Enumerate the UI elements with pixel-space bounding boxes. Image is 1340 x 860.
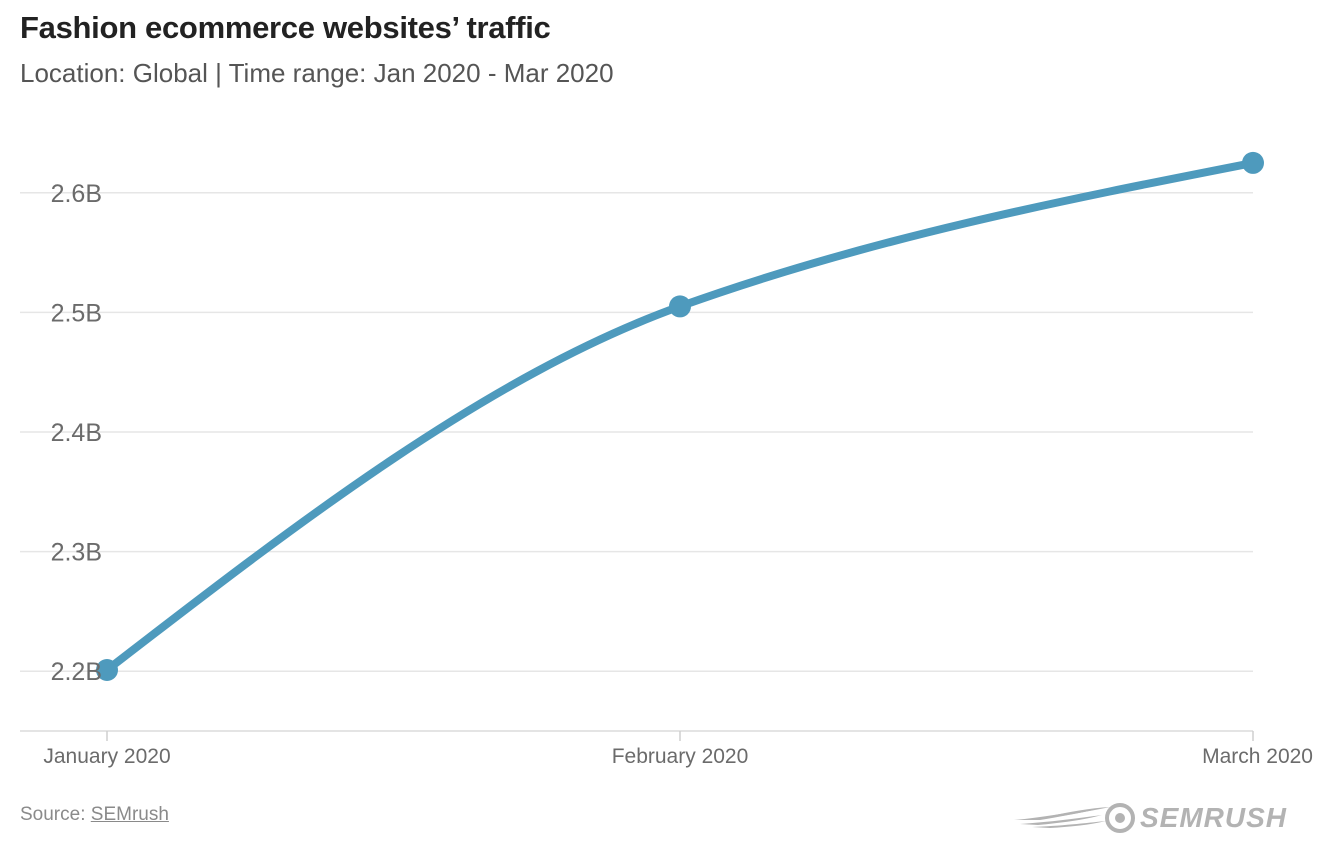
series-layer xyxy=(96,151,1264,682)
y-tick-label: 2.4B xyxy=(51,419,102,447)
logo-text: SEMRUSH xyxy=(1140,802,1287,833)
grid-lines xyxy=(20,192,1253,672)
y-tick-label: 2.5B xyxy=(51,299,102,327)
y-tick-label: 2.6B xyxy=(51,180,102,208)
data-point[interactable] xyxy=(1242,151,1264,174)
source-prefix: Source: xyxy=(20,804,91,825)
chart-subtitle: Location: Global | Time range: Jan 2020 … xyxy=(20,58,614,88)
data-point[interactable] xyxy=(96,659,118,682)
data-point[interactable] xyxy=(669,295,691,318)
x-tick-label: January 2020 xyxy=(43,745,170,768)
flame-icon xyxy=(1014,807,1110,828)
y-axis-tick-labels: 2.2B 2.3B 2.4B 2.5B 2.6B xyxy=(51,180,102,686)
x-tick-label: March 2020 xyxy=(1202,745,1313,768)
y-tick-label: 2.3B xyxy=(51,539,102,567)
source-note: Source: SEMrush xyxy=(20,804,169,826)
semrush-logo: SEMRUSH xyxy=(1014,802,1287,833)
chart-title: Fashion ecommerce websites’ traffic xyxy=(20,10,551,45)
series-line xyxy=(103,158,1257,675)
x-axis: January 2020 February 2020 March 2020 xyxy=(20,730,1313,768)
y-tick-label: 2.2B xyxy=(51,658,102,686)
line-chart: January 2020 February 2020 March 2020 2.2B… xyxy=(20,151,1313,768)
source-link[interactable]: SEMrush xyxy=(90,804,169,825)
target-icon xyxy=(1105,803,1135,833)
x-tick-label: February 2020 xyxy=(612,745,749,768)
